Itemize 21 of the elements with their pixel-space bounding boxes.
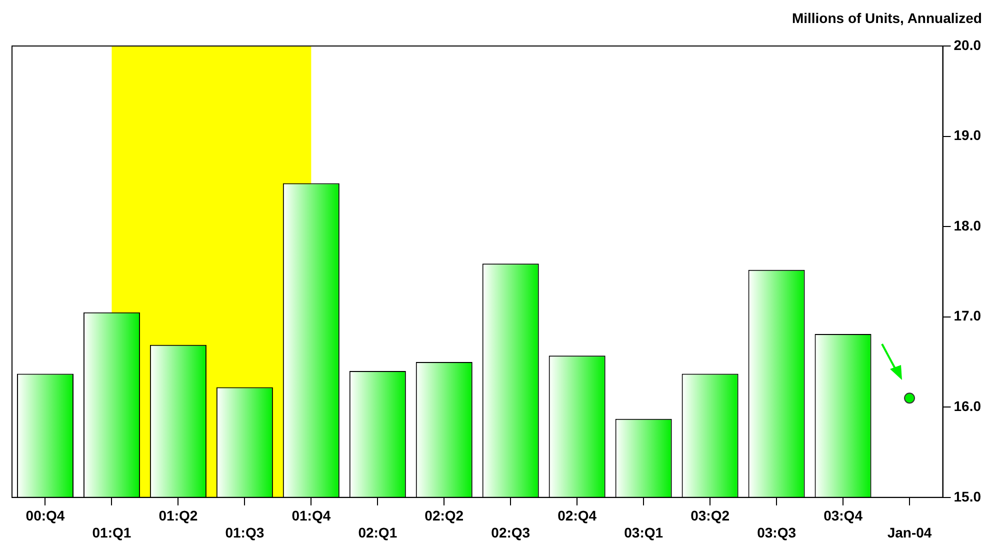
x-tick-label: 03:Q2 [690,508,730,524]
x-tick-label: 03:Q4 [824,508,863,524]
x-tick-label: 03:Q1 [624,524,664,540]
x-tick-label: 01:Q4 [292,508,331,524]
y-tick-label: 16.0 [954,398,982,414]
x-tick-label: 01:Q3 [225,524,264,540]
y-tick-label: 15.0 [954,488,982,504]
x-tick-label: 02:Q4 [558,508,597,524]
y-tick-label: 19.0 [954,127,982,144]
x-tick-label: 01:Q2 [158,508,198,524]
y-tick-label: 20.0 [954,36,982,53]
x-tick-label: 01:Q1 [92,524,132,540]
x-tick-label: 02:Q3 [491,524,530,540]
y-tick-label: 18.0 [954,217,982,234]
y-tick-label: 17.0 [954,308,982,324]
x-tick-label: Jan-04 [887,524,932,540]
x-tick-label: 03:Q3 [757,524,796,540]
y-axis-title: Millions of Units, Annualized [792,10,982,26]
x-tick-label: 00:Q4 [26,508,65,524]
x-tick-label: 02:Q2 [424,508,464,524]
x-tick-label: 02:Q1 [358,524,398,540]
